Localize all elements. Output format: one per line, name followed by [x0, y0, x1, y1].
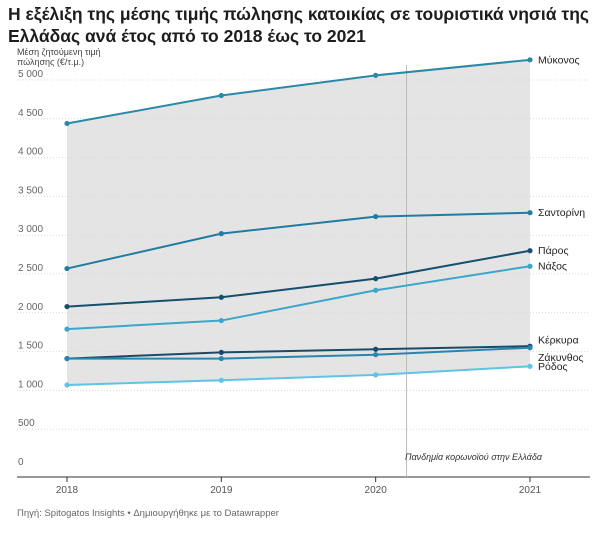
data-point: [64, 326, 70, 332]
series-label: Μύκονος: [538, 54, 580, 66]
data-point: [218, 377, 224, 383]
data-point: [64, 382, 70, 388]
data-point: [527, 248, 533, 254]
series-label: Σαντορίνη: [538, 207, 585, 219]
range-band: [67, 59, 530, 385]
series-line: [66, 265, 531, 331]
data-point: [527, 263, 533, 269]
data-point: [218, 317, 224, 324]
x-tick-label: 2018: [56, 485, 79, 496]
source-footer: Πηγή: Spitogatos Insights • Δημιουργήθηκ…: [17, 508, 279, 519]
y-tick-label: 1 000: [18, 379, 43, 390]
data-point: [527, 57, 533, 63]
x-tick-label: 2019: [210, 485, 233, 496]
series-label: Ρόδος: [538, 361, 568, 373]
data-point: [527, 345, 533, 351]
series-label: Ζάκυνθος: [538, 352, 583, 364]
series-line: [66, 249, 531, 308]
data-point: [373, 213, 379, 220]
data-point: [64, 303, 70, 310]
series-line: [67, 346, 531, 360]
x-tick-label: 2021: [519, 485, 542, 496]
y-tick-label: 2 500: [18, 263, 43, 274]
data-point: [527, 363, 533, 369]
series-label: Νάξος: [538, 261, 567, 273]
series-line: [66, 365, 531, 386]
data-point: [64, 355, 70, 362]
data-point: [373, 287, 379, 293]
data-point: [218, 294, 224, 300]
data-point: [64, 120, 70, 127]
y-tick-label: 3 000: [18, 224, 43, 235]
data-point: [218, 355, 224, 362]
data-point: [64, 265, 70, 272]
labels-layer: 0 500 1 000 1 500 2 000 2 500 3 000 3 500 4 000 4…: [18, 54, 585, 496]
series-line: [66, 345, 531, 360]
y-axis-label: Μέση ζητούμενη τιμή πώλησης (€/τ.μ.): [17, 47, 101, 67]
data-point: [373, 276, 379, 282]
series-layer: [64, 57, 533, 388]
y-tick-label: 4 500: [18, 108, 43, 119]
pandemic-annotation: Πανδημία κορωνοϊού στην Ελλάδα: [405, 452, 543, 462]
series-line: [66, 211, 531, 270]
data-point: [373, 72, 379, 78]
data-point: [373, 346, 379, 352]
series-label: Κέρκυρα: [538, 335, 579, 347]
data-point: [218, 231, 224, 237]
y-tick-label: 1 500: [18, 341, 43, 352]
y-tick-label: 2 000: [18, 302, 43, 313]
y-tick-label: 5 000: [18, 69, 43, 80]
data-point: [527, 210, 533, 216]
y-tick-label: 0: [18, 457, 24, 468]
chart-title: Η εξέλιξη της μέσης τιμής πώλησης κατοικ…: [8, 4, 589, 46]
data-point: [373, 352, 379, 358]
y-tick-label: 3 500: [18, 185, 43, 196]
range-band-area: [67, 59, 530, 385]
data-point: [373, 372, 379, 378]
series-line: [66, 58, 531, 125]
y-tick-label: 500: [18, 418, 35, 429]
data-point: [218, 349, 224, 355]
y-tick-label: 4 000: [18, 147, 43, 158]
series-label: Πάρος: [538, 245, 569, 257]
gridlines: [17, 79, 590, 482]
x-tick-label: 2020: [365, 485, 388, 496]
data-point: [218, 92, 224, 99]
